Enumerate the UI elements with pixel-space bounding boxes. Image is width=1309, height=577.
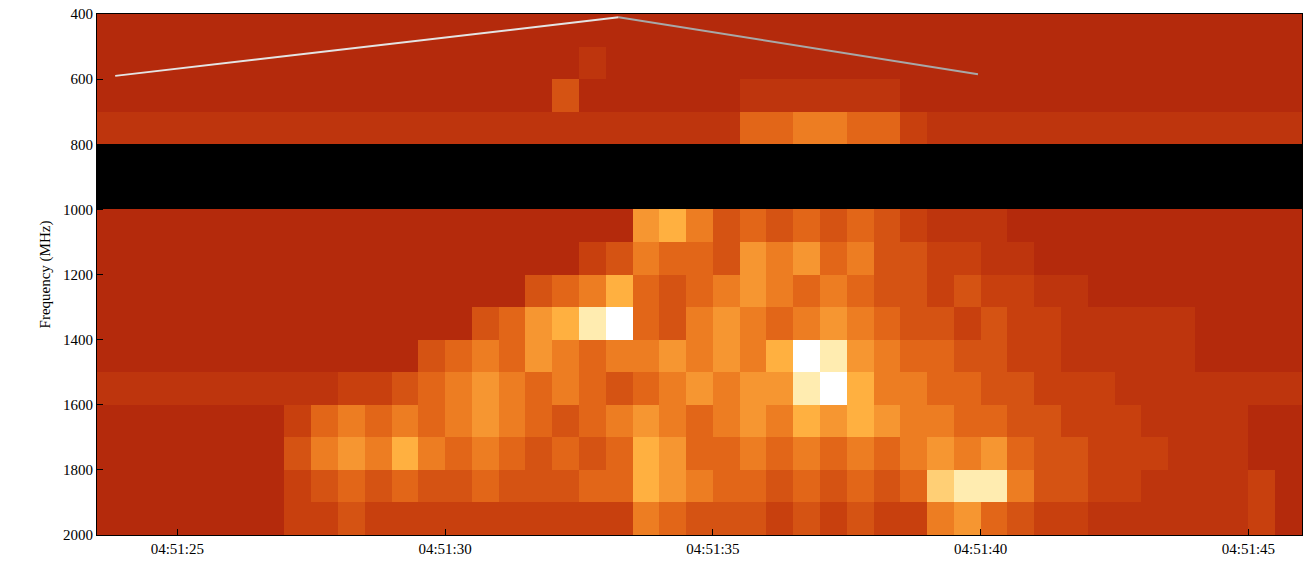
svg-text:600: 600 [71,71,94,87]
svg-text:1600: 1600 [63,397,93,413]
svg-text:Frequency (MHz): Frequency (MHz) [37,221,54,329]
svg-text:1000: 1000 [63,202,93,218]
svg-text:800: 800 [71,137,94,153]
svg-text:1400: 1400 [63,332,93,348]
svg-text:04:51:45: 04:51:45 [1222,541,1275,557]
svg-text:04:51:40: 04:51:40 [954,541,1007,557]
svg-text:1800: 1800 [63,462,93,478]
svg-text:04:51:25: 04:51:25 [151,541,204,557]
svg-text:2000: 2000 [63,527,93,543]
svg-text:04:51:30: 04:51:30 [418,541,471,557]
svg-text:04:51:35: 04:51:35 [686,541,739,557]
svg-text:400: 400 [71,6,94,22]
svg-text:1200: 1200 [63,267,93,283]
